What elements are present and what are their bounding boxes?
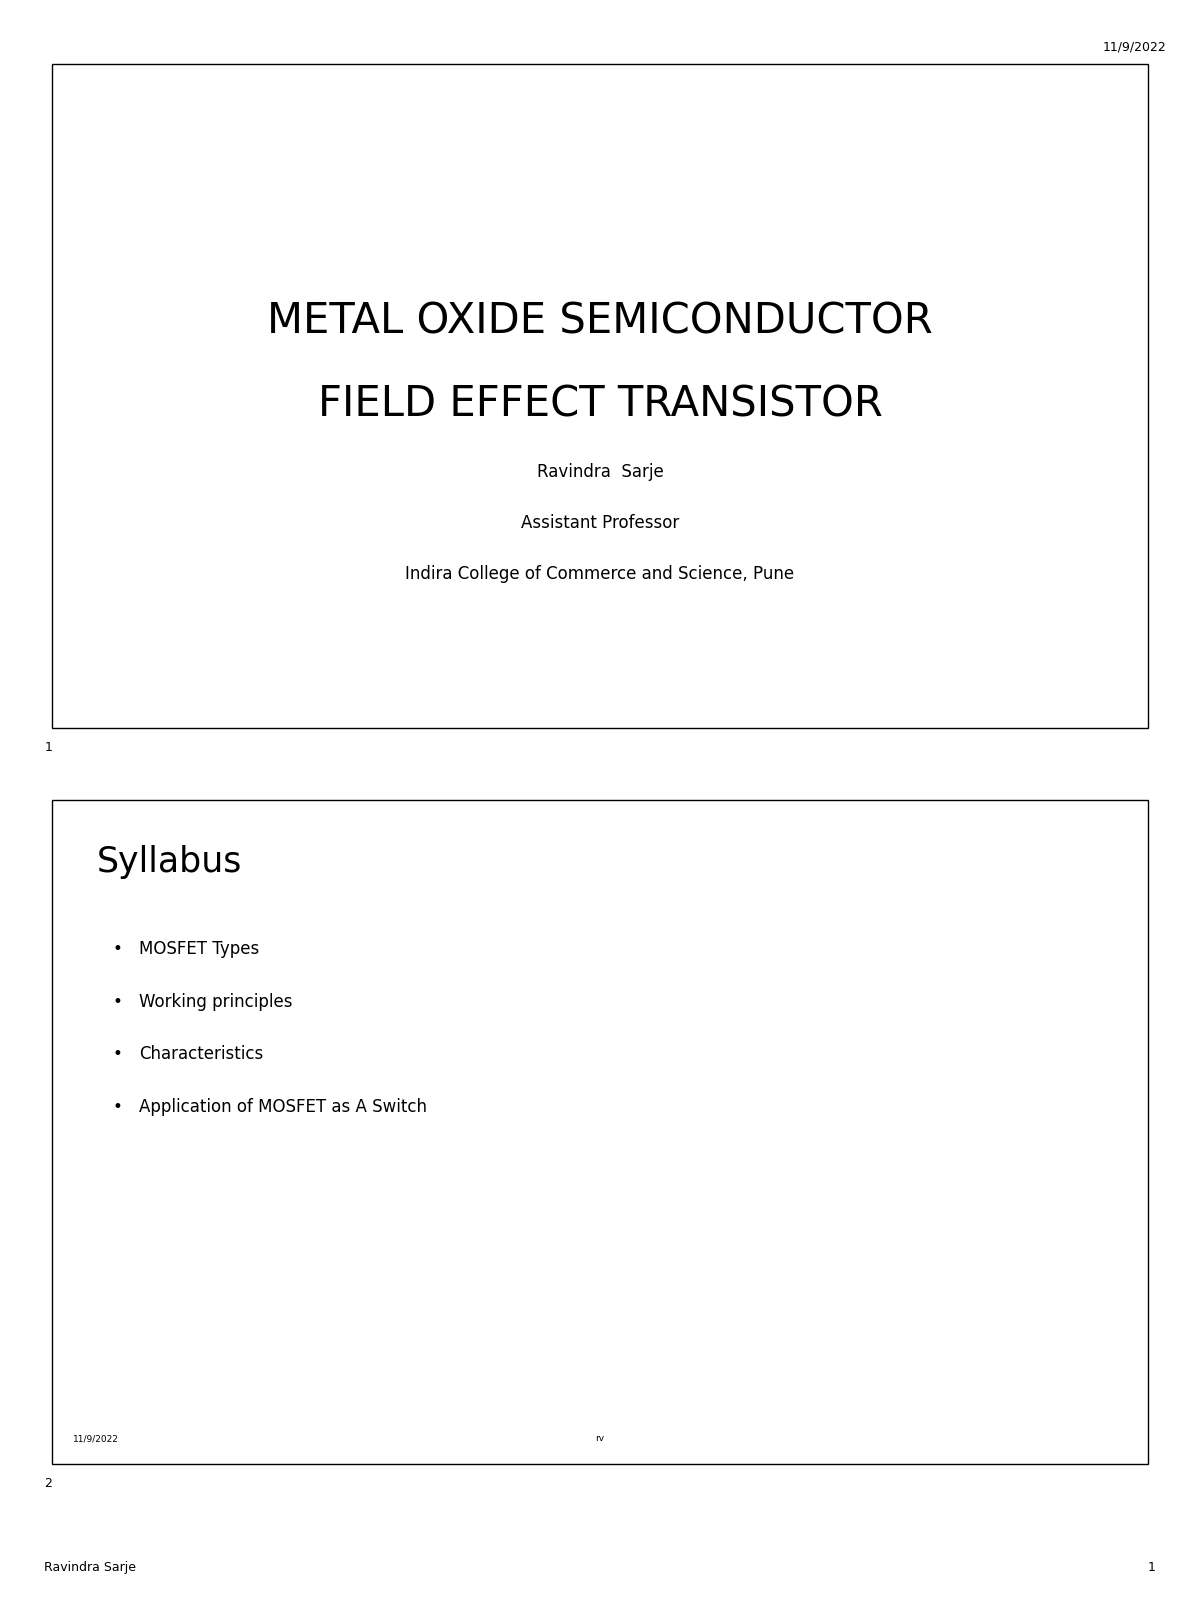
Text: 1: 1: [1147, 1562, 1156, 1574]
Text: Application of MOSFET as A Switch: Application of MOSFET as A Switch: [139, 1098, 427, 1117]
Text: MOSFET Types: MOSFET Types: [139, 939, 259, 958]
Text: METAL OXIDE SEMICONDUCTOR: METAL OXIDE SEMICONDUCTOR: [268, 301, 932, 342]
FancyBboxPatch shape: [52, 64, 1148, 728]
Text: 11/9/2022: 11/9/2022: [1103, 40, 1166, 53]
Text: Working principles: Working principles: [139, 992, 293, 1011]
Text: •: •: [113, 992, 122, 1011]
Text: 11/9/2022: 11/9/2022: [73, 1434, 119, 1443]
Text: 2: 2: [44, 1477, 53, 1490]
Text: Ravindra  Sarje: Ravindra Sarje: [536, 462, 664, 480]
Text: •: •: [113, 1045, 122, 1064]
Text: Ravindra Sarje: Ravindra Sarje: [44, 1562, 137, 1574]
Text: Syllabus: Syllabus: [97, 845, 242, 878]
Text: •: •: [113, 939, 122, 958]
Text: •: •: [113, 1098, 122, 1117]
Text: 1: 1: [44, 741, 53, 754]
Text: Assistant Professor: Assistant Professor: [521, 514, 679, 531]
Text: FIELD EFFECT TRANSISTOR: FIELD EFFECT TRANSISTOR: [318, 384, 882, 426]
Text: Characteristics: Characteristics: [139, 1045, 264, 1064]
Text: rv: rv: [595, 1434, 605, 1443]
Text: Indira College of Commerce and Science, Pune: Indira College of Commerce and Science, …: [406, 565, 794, 582]
FancyBboxPatch shape: [52, 800, 1148, 1464]
